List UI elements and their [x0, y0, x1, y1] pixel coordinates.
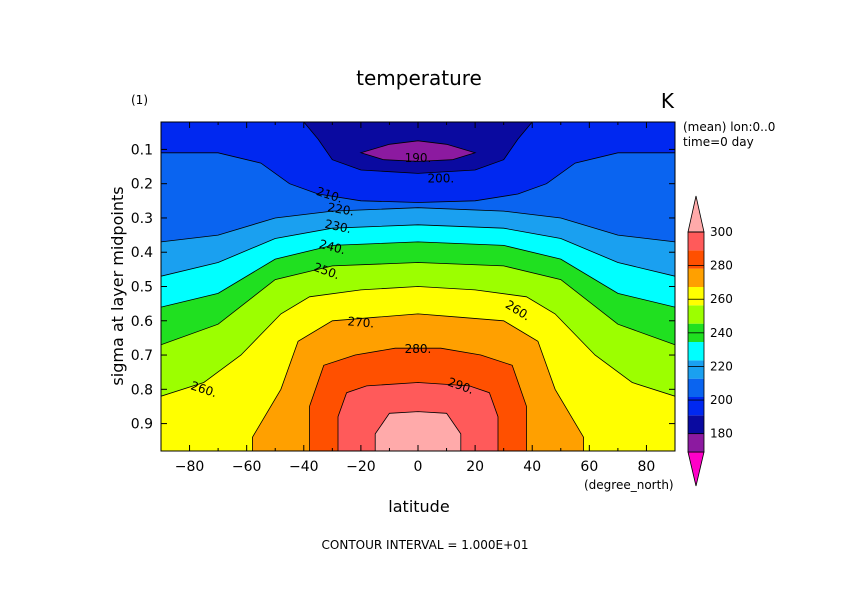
contour-label: 190. [405, 151, 432, 165]
colorbar-tick-label: 200 [710, 393, 733, 407]
y-tick-label: 0.6 [131, 314, 153, 330]
y-tick-label: 0.8 [131, 382, 153, 398]
colorbar-bin [688, 268, 704, 287]
contour-line-200 [303, 122, 533, 174]
x-tick-label: −40 [289, 459, 319, 475]
y-tick-label: 0.3 [131, 211, 153, 227]
contour-line-group [161, 122, 675, 451]
x-tick-label: −20 [346, 459, 376, 475]
colorbar-tick-label: 180 [710, 427, 733, 441]
x-tick-label: 80 [638, 459, 656, 475]
contour-line-290 [337, 382, 499, 451]
colorbar-bin [688, 232, 704, 251]
colorbar-tick-label: 240 [710, 326, 733, 340]
contour-band-190 [360, 140, 476, 162]
contour-label: 230. [324, 217, 353, 236]
x-tick-label: 0 [414, 459, 423, 475]
meta-line-2: time=0 day [683, 135, 754, 149]
colorbar-bin [688, 415, 704, 434]
units-label: K [661, 89, 675, 113]
colorbar-tick-label: 300 [710, 225, 733, 239]
contour-interval-note: CONTOUR INTERVAL = 1.000E+01 [322, 538, 529, 552]
y-tick-label: 0.5 [131, 280, 153, 296]
contour-line-260 [161, 286, 675, 397]
colorbar-min-triangle [687, 451, 705, 487]
contour-label: 270. [347, 314, 375, 330]
contour-line-280 [309, 347, 527, 451]
contour-label: 220. [327, 200, 356, 218]
y-axis-label: sigma at layer midpoints [108, 186, 127, 385]
contour-line-240 [161, 241, 675, 308]
colorbar-bin [688, 305, 704, 324]
contour-fill-group [161, 122, 675, 451]
contour-label: 240. [318, 237, 347, 257]
contour-line-220 [161, 207, 675, 243]
contour-line-300 [374, 411, 462, 451]
y-tick-label: 0.9 [131, 417, 153, 433]
contour-line-210 [161, 152, 675, 203]
y-tick-label: 0.2 [131, 177, 153, 193]
contour-line-230 [161, 224, 675, 277]
y-tick-label: 0.1 [131, 142, 153, 158]
contour-label: 280. [405, 342, 432, 356]
x-tick-label: 40 [523, 459, 541, 475]
x-tick-label: 20 [466, 459, 484, 475]
contour-line-190 [359, 140, 477, 162]
y-tick-label: 0.4 [131, 245, 153, 261]
x-axis-label: latitude [388, 497, 449, 516]
x-axis: −80 −60 −40 −20 0 20 40 60 80 [160, 122, 676, 475]
contour-line-270 [251, 313, 584, 451]
colorbar-bin [688, 433, 704, 452]
colorbar-bin [688, 378, 704, 397]
x-axis-unit: (degree_north) [584, 478, 674, 492]
panel-label: (1) [131, 93, 148, 107]
colorbar-tick-label: 220 [710, 359, 733, 373]
y-axis: 0.1 0.2 0.3 0.4 0.5 0.6 0.7 0.8 0.9 [131, 142, 675, 433]
contour-line-250 [161, 262, 675, 346]
colorbar-tick-label: 260 [710, 292, 733, 306]
colorbar-bin [688, 360, 704, 379]
contour-label: 200. [427, 172, 454, 186]
colorbar-bin [688, 250, 704, 269]
chart-title: temperature [356, 66, 482, 90]
contour-band-300 [375, 411, 461, 451]
y-tick-label: 0.7 [131, 348, 153, 364]
colorbar: 180 200 220 240 260 280 300 [687, 195, 733, 487]
colorbar-max-triangle [687, 195, 705, 233]
meta-line-1: (mean) lon:0..0 [683, 120, 775, 134]
colorbar-bin [688, 287, 704, 306]
colorbar-tick-label: 280 [710, 259, 733, 273]
colorbar-bin [688, 397, 704, 416]
x-tick-label: −60 [232, 459, 262, 475]
x-tick-label: 60 [580, 459, 598, 475]
x-tick-label: −80 [175, 459, 205, 475]
colorbar-bin [688, 342, 704, 361]
